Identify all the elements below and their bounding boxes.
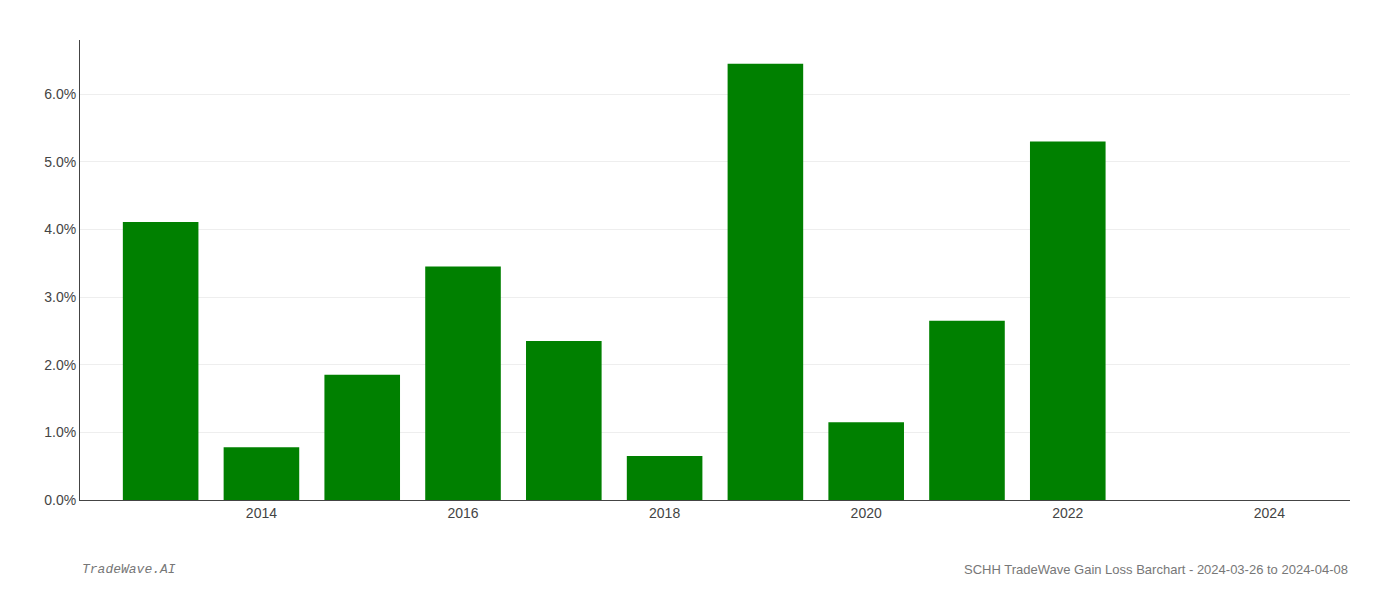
svg-text:5.0%: 5.0% xyxy=(44,154,76,170)
svg-text:0.0%: 0.0% xyxy=(44,492,76,508)
svg-text:3.0%: 3.0% xyxy=(44,289,76,305)
svg-text:4.0%: 4.0% xyxy=(44,221,76,237)
svg-text:1.0%: 1.0% xyxy=(44,424,76,440)
svg-text:6.0%: 6.0% xyxy=(44,86,76,102)
svg-text:2018: 2018 xyxy=(649,505,680,521)
svg-text:2024: 2024 xyxy=(1254,505,1285,521)
svg-text:2022: 2022 xyxy=(1052,505,1083,521)
svg-text:2014: 2014 xyxy=(246,505,277,521)
svg-text:SCHH TradeWave Gain Loss Barch: SCHH TradeWave Gain Loss Barchart - 2024… xyxy=(964,562,1348,577)
svg-text:2020: 2020 xyxy=(851,505,882,521)
svg-text:TradeWave.AI: TradeWave.AI xyxy=(82,562,176,577)
svg-text:2.0%: 2.0% xyxy=(44,357,76,373)
svg-text:2016: 2016 xyxy=(447,505,478,521)
